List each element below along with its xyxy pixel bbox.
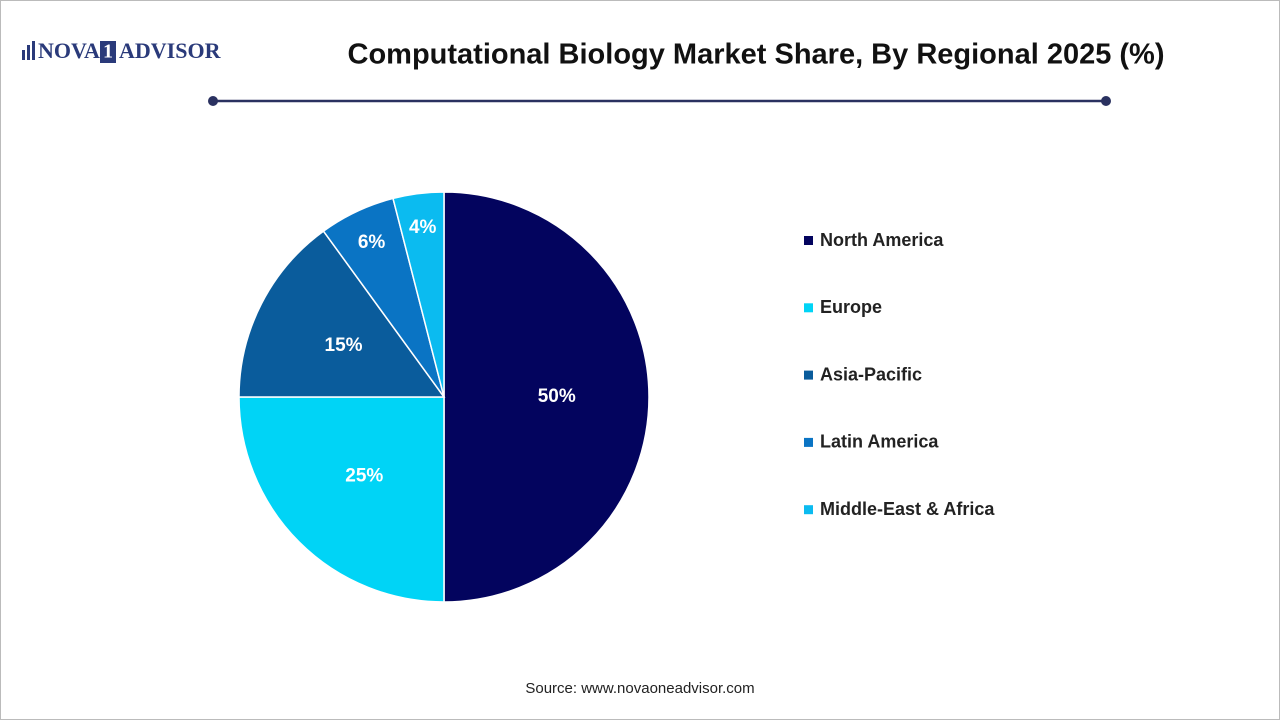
legend-label: Latin America xyxy=(820,432,939,452)
data-label: 15% xyxy=(325,335,363,356)
legend-label: Asia-Pacific xyxy=(820,364,922,384)
source: Source: www.novaoneadvisor.com xyxy=(525,680,754,697)
rule-dot xyxy=(1101,96,1111,106)
legend-label: Middle-East & Africa xyxy=(820,499,995,519)
rule-dot xyxy=(208,96,218,106)
pie-slice xyxy=(238,230,446,398)
data-label: 6% xyxy=(358,232,386,253)
pie-slice xyxy=(392,191,445,398)
logo: NOVA 1 ADVISOR xyxy=(22,38,222,63)
legend-swatch xyxy=(804,505,813,515)
logo-box xyxy=(100,41,116,63)
legend-swatch xyxy=(804,370,813,380)
legend-swatch xyxy=(804,236,813,245)
legend-label: North America xyxy=(820,230,944,250)
logo-bar xyxy=(32,41,35,60)
legend: North America Europe Asia-Pacific Latin Ame… xyxy=(804,230,995,519)
chart-title: Computational Biology Market Share, By R… xyxy=(348,39,1165,71)
data-label: 50% xyxy=(538,386,576,407)
pie: 50% 25% 15% 6% 4% xyxy=(238,191,650,603)
data-label: 4% xyxy=(409,217,437,238)
pie-slice xyxy=(443,191,650,603)
logo-bar xyxy=(22,50,25,60)
legend-swatch xyxy=(804,303,813,313)
legend-label: Europe xyxy=(820,297,882,317)
logo-bar xyxy=(27,45,30,60)
logo-text: NOVA xyxy=(38,38,100,63)
logo-text: ADVISOR xyxy=(119,38,222,63)
pie-slice xyxy=(238,396,445,603)
logo-mark: 1 xyxy=(103,41,113,63)
legend-swatch xyxy=(804,437,813,447)
data-label: 25% xyxy=(345,466,383,487)
